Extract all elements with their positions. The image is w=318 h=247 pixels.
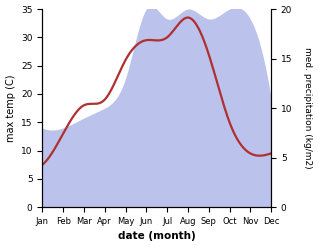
Y-axis label: med. precipitation (kg/m2): med. precipitation (kg/m2)	[303, 47, 313, 169]
Y-axis label: max temp (C): max temp (C)	[5, 74, 16, 142]
X-axis label: date (month): date (month)	[118, 231, 196, 242]
